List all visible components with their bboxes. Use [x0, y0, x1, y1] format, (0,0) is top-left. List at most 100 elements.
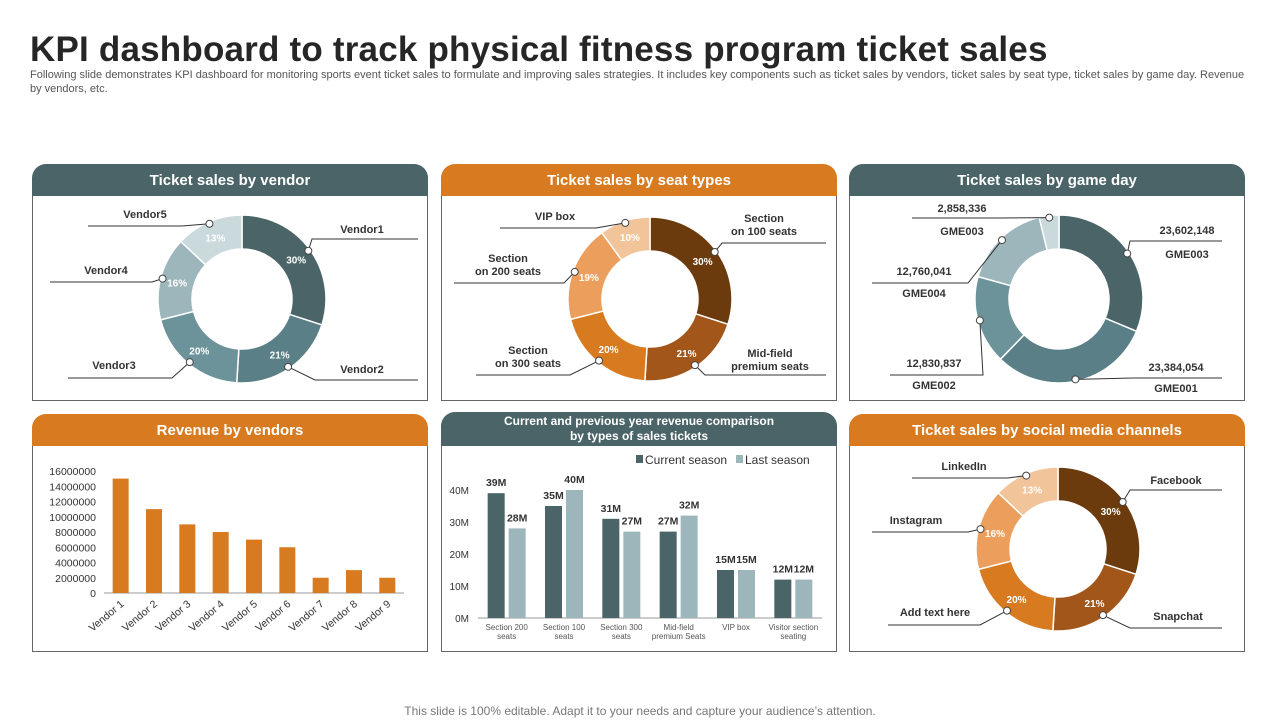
- legend-last-swatch: [736, 455, 743, 463]
- vendor-category-label: Vendor1: [340, 224, 383, 236]
- vendor-slice-percent: 13%: [205, 234, 225, 245]
- gameday-slice: [999, 317, 1138, 384]
- comparison-data-label: 27M: [622, 516, 643, 528]
- gameday-category-label: GME003: [940, 226, 983, 238]
- gameday-category-label: GME002: [912, 380, 955, 392]
- comparison-data-label: 39M: [486, 477, 507, 489]
- social-slice-percent: 30%: [1101, 507, 1121, 518]
- vendor-category-label: Vendor2: [340, 364, 383, 376]
- comparison-y-tick-label: 10M: [450, 582, 469, 593]
- social-slice-percent: 16%: [985, 529, 1005, 540]
- vendor-leader-dot: [205, 219, 214, 228]
- comparison-x-tick-label: Section 200: [486, 623, 529, 632]
- seat-category-label: on 100 seats: [731, 226, 797, 238]
- comparison-data-label: 12M: [773, 564, 794, 576]
- gameday-leader-dot: [975, 316, 984, 325]
- seat-leader-dot: [570, 267, 579, 276]
- current-season-bar: [717, 570, 734, 618]
- gameday-leader-dot: [1123, 249, 1132, 258]
- seat-slice-percent: 30%: [693, 257, 713, 268]
- vendor-slice-percent: 21%: [270, 350, 290, 361]
- legend-current-swatch: [636, 455, 643, 463]
- social-slice: [1052, 562, 1137, 632]
- social-leader-dot: [976, 525, 985, 534]
- comparison-x-tick-label: seats: [554, 632, 573, 641]
- last-season-bar: [680, 515, 698, 618]
- social-leader-dot: [1118, 497, 1127, 506]
- seat-leader-dot: [621, 218, 630, 227]
- seat-leader-line: [476, 360, 600, 376]
- seat-category-label: Mid-field: [747, 348, 792, 360]
- vendor-leader-line: [287, 366, 418, 381]
- gameday-category-label: 12,830,837: [906, 358, 961, 370]
- gameday-leader-line: [1075, 377, 1222, 380]
- seat-category-label: Section: [744, 213, 784, 225]
- revenue-bar: [346, 570, 362, 593]
- gameday-category-label: 2,858,336: [938, 203, 987, 215]
- social-slice: [1057, 466, 1141, 576]
- revenue-bar: [312, 577, 329, 593]
- gameday-leader-dot: [1045, 213, 1054, 222]
- vendor-slice-percent: 16%: [167, 278, 187, 289]
- revenue-y-tick-label: 0: [90, 588, 96, 600]
- comparison-y-tick-label: 0M: [455, 614, 469, 625]
- comparison-data-label: 15M: [736, 554, 757, 566]
- last-season-bar: [508, 528, 526, 618]
- last-season-bar: [738, 570, 755, 618]
- revenue-y-tick-label: 8000000: [55, 527, 96, 539]
- vendor-leader-line: [88, 223, 210, 227]
- current-season-bar: [487, 493, 505, 618]
- vendor-leader-dot: [158, 274, 167, 283]
- vendor-slice-percent: 20%: [189, 347, 209, 358]
- comparison-header-line2: by types of sales tickets: [569, 429, 709, 443]
- revenue-y-tick-label: 14000000: [49, 481, 96, 493]
- revenue-panel: [32, 443, 428, 652]
- vendor-slice-percent: 30%: [286, 256, 306, 267]
- gameday-category-label: GME001: [1154, 383, 1197, 395]
- footer-note: This slide is 100% editable. Adapt it to…: [404, 704, 876, 718]
- social-leader-line: [1102, 614, 1222, 629]
- social-category-label: Facebook: [1150, 475, 1202, 487]
- social-category-label: LinkedIn: [941, 461, 987, 473]
- vendor-slice: [179, 214, 243, 266]
- social-category-label: Snapchat: [1153, 611, 1203, 623]
- seat-category-label: on 200 seats: [475, 266, 541, 278]
- gameday-category-label: 23,602,148: [1159, 225, 1214, 237]
- seat-leader-line: [694, 364, 826, 376]
- vendor-leader-dot: [185, 358, 194, 367]
- revenue-bar: [379, 577, 396, 593]
- social-leader-line: [1122, 489, 1222, 503]
- comparison-y-tick-label: 20M: [450, 550, 469, 561]
- gameday-category-label: 23,384,054: [1148, 362, 1204, 374]
- revenue-y-tick-label: 10000000: [49, 512, 96, 524]
- legend-current-label: Current season: [645, 453, 727, 467]
- comparison-x-tick-label: Section 300: [600, 623, 643, 632]
- legend-last-label: Last season: [745, 453, 810, 467]
- seat-leader-line: [454, 271, 576, 284]
- comparison-data-label: 12M: [794, 564, 815, 576]
- vendor-category-label: Vendor3: [92, 360, 135, 372]
- gameday-leader-dot: [1071, 375, 1080, 384]
- social-slice-percent: 20%: [1007, 595, 1027, 606]
- comparison-x-tick-label: Visitor section: [769, 623, 819, 632]
- social-slice: [997, 466, 1059, 518]
- revenue-y-tick-label: 16000000: [49, 466, 96, 478]
- seat-panel-header: Ticket sales by seat types: [441, 164, 837, 196]
- social-leader-line: [912, 475, 1027, 479]
- seat-slice: [649, 216, 733, 326]
- vendor-category-label: Vendor5: [123, 209, 166, 221]
- seat-slice-percent: 10%: [620, 233, 640, 244]
- current-season-bar: [602, 518, 620, 618]
- current-season-bar: [774, 579, 792, 618]
- last-season-bar: [566, 490, 583, 618]
- seat-leader-dot: [690, 361, 699, 370]
- revenue-y-tick-label: 2000000: [55, 573, 96, 585]
- comparison-x-tick-label: seating: [780, 632, 806, 641]
- vendor-panel-header: Ticket sales by vendor: [32, 164, 428, 196]
- gameday-category-label: 12,760,041: [896, 266, 951, 278]
- revenue-bar: [146, 509, 162, 593]
